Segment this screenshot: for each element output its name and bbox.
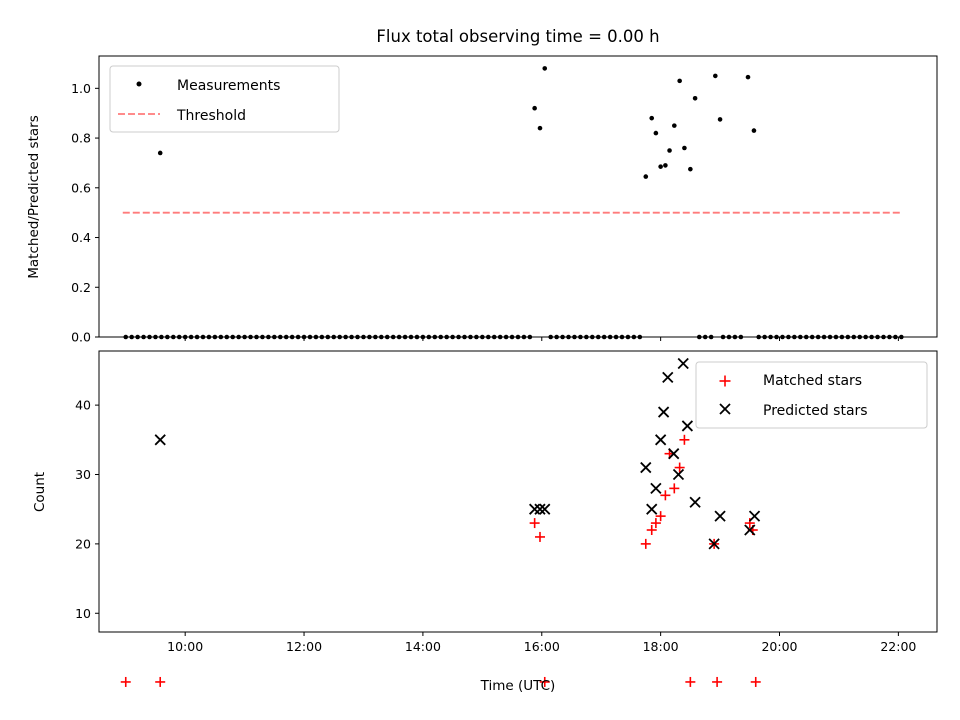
matched-point	[655, 511, 666, 522]
predicted-point	[534, 503, 546, 515]
y-tick-label: 0.0	[71, 330, 91, 345]
measurement-point	[717, 117, 723, 122]
matched-point	[712, 676, 723, 687]
measurements-legend-marker	[136, 81, 142, 87]
measurement-point	[682, 145, 687, 151]
ratio-legend-box	[109, 65, 340, 133]
y-tick-label: 0.8	[71, 131, 91, 146]
measurement-point	[713, 73, 718, 79]
y-tick-label: 20	[75, 536, 91, 551]
matched-legend-marker	[719, 375, 731, 387]
predicted-point	[748, 510, 761, 522]
predicted-point	[744, 524, 756, 536]
count-legend-box	[695, 361, 928, 429]
x-tick-label: 20:00	[761, 639, 797, 654]
matched-point	[534, 531, 545, 542]
measurement-point	[157, 150, 163, 156]
predicted-point	[529, 503, 541, 515]
matched-point	[669, 483, 680, 494]
predicted-point	[539, 503, 551, 515]
matched-point	[640, 538, 651, 549]
predicted-point	[708, 538, 720, 550]
measurement-point	[643, 174, 649, 179]
measurement-point	[692, 95, 698, 101]
ratio-x-axis	[184, 337, 899, 341]
ratio-panel: Flux total observing time = 0.00 h 0.00.…	[26, 27, 938, 345]
predicted-point	[655, 434, 667, 446]
measurement-point	[658, 164, 663, 169]
ratio-y-axis-label: Matched/Predicted stars	[26, 115, 42, 278]
matched-point	[679, 434, 690, 445]
measurement-point	[745, 74, 751, 80]
count-y-axis: 10 20 30 40	[75, 398, 99, 621]
predicted-point	[154, 434, 166, 446]
measurement-point	[688, 166, 693, 172]
predicted-point	[672, 468, 685, 481]
ratio-axes-frame	[98, 55, 938, 338]
threshold-legend-label: Threshold	[176, 108, 246, 124]
x-tick-label: 18:00	[643, 639, 679, 654]
y-tick-label: 0.2	[71, 280, 91, 295]
predicted-point	[657, 406, 670, 418]
count-panel: 10 20 30 40 10:00 12:00 14:00 16:00 18:00 20:00 2…	[32, 350, 938, 694]
matched-point	[529, 518, 540, 529]
measurement-point	[672, 123, 677, 128]
y-tick-label: 0.4	[71, 230, 91, 245]
matched-point	[674, 462, 685, 473]
predicted-point	[662, 371, 674, 384]
predicted-point	[650, 482, 662, 495]
y-tick-label: 40	[75, 398, 91, 413]
measurement-point	[677, 78, 682, 84]
count-data-layer	[120, 357, 761, 687]
predicted-point	[677, 357, 689, 370]
measurement-point	[751, 128, 757, 133]
y-tick-label: 10	[75, 606, 91, 621]
matched-legend-label: Matched stars	[763, 373, 862, 389]
x-tick-label: 12:00	[286, 639, 322, 654]
count-x-axis: 10:00 12:00 14:00 16:00 18:00 20:00 22:00	[167, 632, 916, 654]
matched-point	[685, 676, 696, 687]
matched-point	[120, 676, 131, 687]
count-axes-frame	[98, 350, 938, 633]
predicted-point	[689, 496, 701, 508]
x-tick-label: 22:00	[880, 639, 916, 654]
matched-point	[155, 676, 166, 687]
ratio-y-axis: 0.0 0.2 0.4 0.6 0.8 1.0	[71, 81, 99, 345]
measurement-point	[653, 130, 659, 136]
x-axis-label: Time (UTC)	[480, 678, 556, 694]
predicted-point	[681, 420, 694, 432]
x-tick-label: 10:00	[167, 639, 203, 654]
predicted-point	[714, 510, 726, 522]
y-tick-label: 30	[75, 467, 91, 482]
predicted-point	[646, 503, 658, 515]
predicted-point	[668, 448, 680, 460]
measurement-point	[649, 115, 655, 121]
predicted-point	[640, 461, 652, 474]
matched-point	[646, 525, 657, 536]
chart-title: Flux total observing time = 0.00 h	[376, 27, 659, 46]
x-tick-label: 14:00	[405, 639, 441, 654]
matched-point	[750, 676, 761, 687]
ratio-legend: Measurements Threshold	[109, 65, 340, 133]
x-tick-label: 16:00	[524, 639, 560, 654]
count-y-axis-label: Count	[32, 472, 48, 512]
count-legend: Matched stars Predicted stars	[695, 361, 928, 429]
measurements-legend-label: Measurements	[177, 78, 280, 94]
measurement-point	[542, 66, 548, 71]
measurement-point	[537, 125, 543, 131]
measurement-point	[667, 148, 672, 153]
predicted-legend-label: Predicted stars	[763, 403, 868, 419]
measurement-point	[663, 163, 668, 168]
measurement-point	[532, 105, 537, 111]
y-tick-label: 0.6	[71, 180, 91, 195]
matched-point	[660, 490, 671, 501]
matched-point	[650, 518, 661, 529]
matched-point	[539, 676, 550, 687]
predicted-legend-marker	[719, 403, 731, 415]
y-tick-label: 1.0	[71, 81, 91, 96]
